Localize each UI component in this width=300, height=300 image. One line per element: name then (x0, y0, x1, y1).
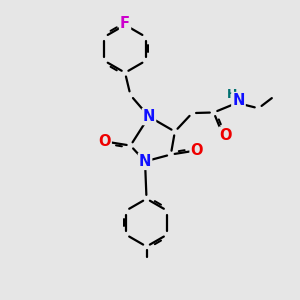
Text: N: N (143, 109, 155, 124)
Text: O: O (190, 143, 203, 158)
Text: F: F (120, 16, 130, 31)
Text: O: O (219, 128, 232, 143)
Text: O: O (98, 134, 111, 149)
Text: H: H (227, 88, 238, 101)
Text: N: N (232, 93, 245, 108)
Text: N: N (139, 154, 151, 169)
